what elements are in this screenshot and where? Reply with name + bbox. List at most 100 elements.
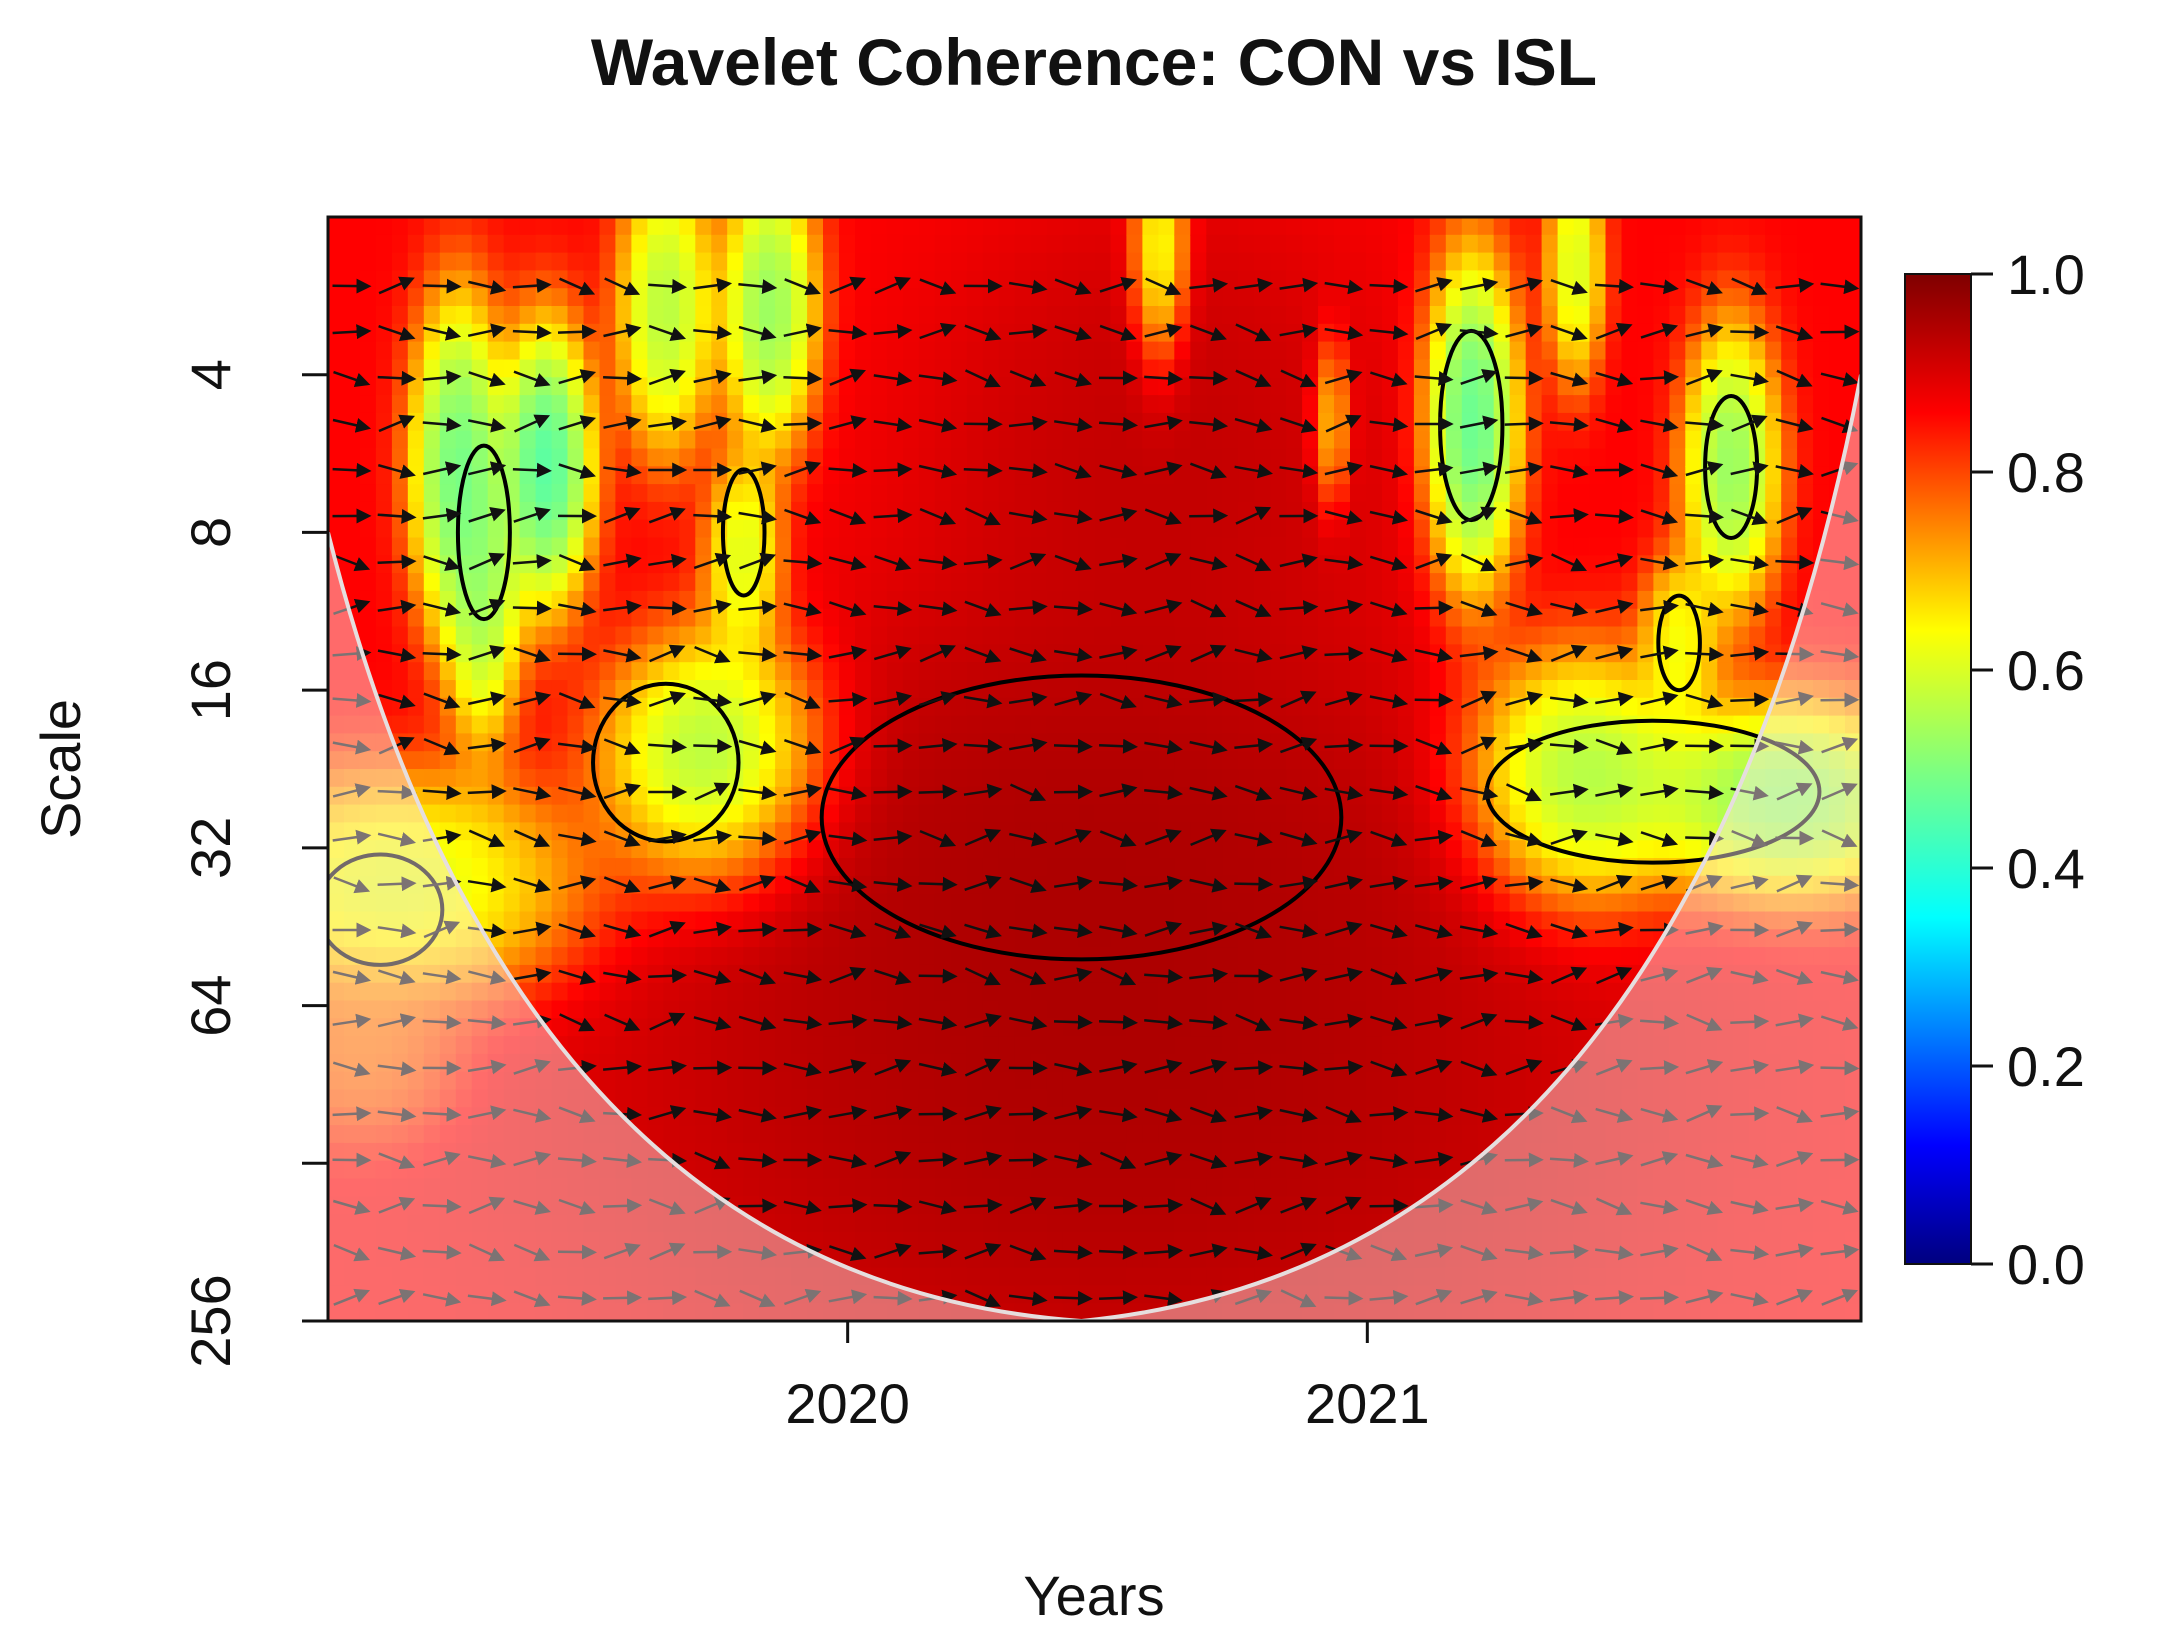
heatmap-cell <box>1222 537 1240 557</box>
heatmap-cell <box>1397 644 1415 663</box>
heatmap-cell <box>998 573 1016 592</box>
heatmap-cell <box>1477 893 1495 913</box>
heatmap-cell <box>1110 626 1128 646</box>
heatmap-cell <box>1126 1214 1144 1233</box>
heatmap-cell <box>519 947 537 966</box>
heatmap-cell <box>807 662 824 681</box>
heatmap-cell <box>998 715 1016 735</box>
heatmap-cell <box>1286 626 1303 646</box>
heatmap-cell <box>1509 1000 1527 1020</box>
heatmap-cell <box>743 377 760 396</box>
heatmap-cell <box>328 306 345 325</box>
heatmap-cell <box>1573 430 1591 450</box>
heatmap-cell <box>647 822 665 841</box>
heatmap-cell <box>934 395 952 414</box>
heatmap-cell <box>1046 1178 1064 1198</box>
heatmap-cell <box>918 306 936 325</box>
heatmap-cell <box>551 1018 569 1037</box>
heatmap-cell <box>870 590 888 610</box>
heatmap-cell <box>1078 323 1096 343</box>
heatmap-cell <box>839 840 856 859</box>
heatmap-cell <box>1461 1000 1479 1020</box>
heatmap-cell <box>775 359 792 379</box>
heatmap-cell <box>567 804 585 824</box>
heatmap-cell <box>423 662 441 681</box>
heatmap-cell <box>551 1267 569 1287</box>
heatmap-cell <box>471 1036 489 1055</box>
heatmap-cell <box>1046 1285 1064 1304</box>
heatmap-cell <box>870 519 888 539</box>
heatmap-cell <box>1222 626 1240 646</box>
heatmap-cell <box>455 858 473 877</box>
heatmap-cell <box>1046 484 1064 503</box>
heatmap-cell <box>711 288 729 307</box>
heatmap-cell <box>1046 733 1064 752</box>
heatmap-cell <box>359 412 377 432</box>
heatmap-cell <box>1270 484 1287 503</box>
heatmap-cell <box>886 234 904 254</box>
heatmap-cell <box>1589 804 1607 824</box>
heatmap-cell <box>902 751 920 770</box>
heatmap-cell <box>791 359 808 379</box>
heatmap-cell <box>1014 1125 1032 1144</box>
heatmap-cell <box>1014 395 1032 414</box>
heatmap-cell <box>663 573 681 592</box>
heatmap-cell <box>1110 341 1128 361</box>
heatmap-cell <box>471 662 489 681</box>
heatmap-cell <box>743 715 760 735</box>
heatmap-cell <box>1126 733 1144 752</box>
heatmap-cell <box>1062 1214 1080 1233</box>
heatmap-cell <box>743 626 760 646</box>
heatmap-cell <box>1158 573 1176 592</box>
heatmap-cell <box>823 1071 840 1091</box>
heatmap-cell <box>918 234 936 254</box>
heatmap-cell <box>1477 697 1495 717</box>
heatmap-cell <box>391 377 409 396</box>
heatmap-cell <box>902 769 920 788</box>
heatmap-cell <box>1238 217 1255 236</box>
heatmap-cell <box>663 947 681 966</box>
heatmap-cell <box>615 769 633 788</box>
heatmap-cell <box>535 662 553 681</box>
heatmap-cell <box>567 234 585 254</box>
heatmap-cell <box>791 555 808 574</box>
heatmap-cell <box>1238 769 1255 788</box>
heatmap-cell <box>1589 234 1607 254</box>
heatmap-cell <box>407 537 425 557</box>
heatmap-cell <box>407 412 425 432</box>
heatmap-cell <box>1541 217 1559 236</box>
heatmap-cell <box>1094 964 1112 984</box>
heatmap-cell <box>615 1125 633 1144</box>
heatmap-cell <box>1445 680 1463 699</box>
heatmap-cell <box>1413 893 1431 913</box>
heatmap-cell <box>1557 680 1575 699</box>
heatmap-cell <box>1461 306 1479 325</box>
heatmap-cell <box>1397 573 1415 592</box>
heatmap-cell <box>631 608 649 628</box>
heatmap-cell <box>1238 733 1255 752</box>
heatmap-cell <box>1334 858 1351 877</box>
heatmap-cell <box>1334 662 1351 681</box>
heatmap-cell <box>599 680 617 699</box>
heatmap-cell <box>1477 626 1495 646</box>
heatmap-cell <box>1126 590 1144 610</box>
heatmap-cell <box>1573 252 1591 272</box>
heatmap-cell <box>1014 608 1032 628</box>
heatmap-cell <box>966 430 984 450</box>
heatmap-cell <box>1254 590 1271 610</box>
heatmap-cell <box>663 252 681 272</box>
heatmap-cell <box>1493 644 1511 663</box>
heatmap-cell <box>1094 751 1112 770</box>
heatmap-cell <box>471 1178 489 1198</box>
heatmap-cell <box>1158 234 1176 254</box>
heatmap-cell <box>423 608 441 628</box>
heatmap-cell <box>1206 626 1224 646</box>
heatmap-cell <box>615 1214 633 1233</box>
heatmap-cell <box>407 644 425 663</box>
heatmap-cell <box>631 448 649 468</box>
heatmap-cell <box>1302 519 1319 539</box>
heatmap-cell <box>1270 412 1287 432</box>
heatmap-cell <box>328 341 345 361</box>
heatmap-cell <box>1381 1125 1399 1144</box>
heatmap-cell <box>1302 1071 1319 1091</box>
